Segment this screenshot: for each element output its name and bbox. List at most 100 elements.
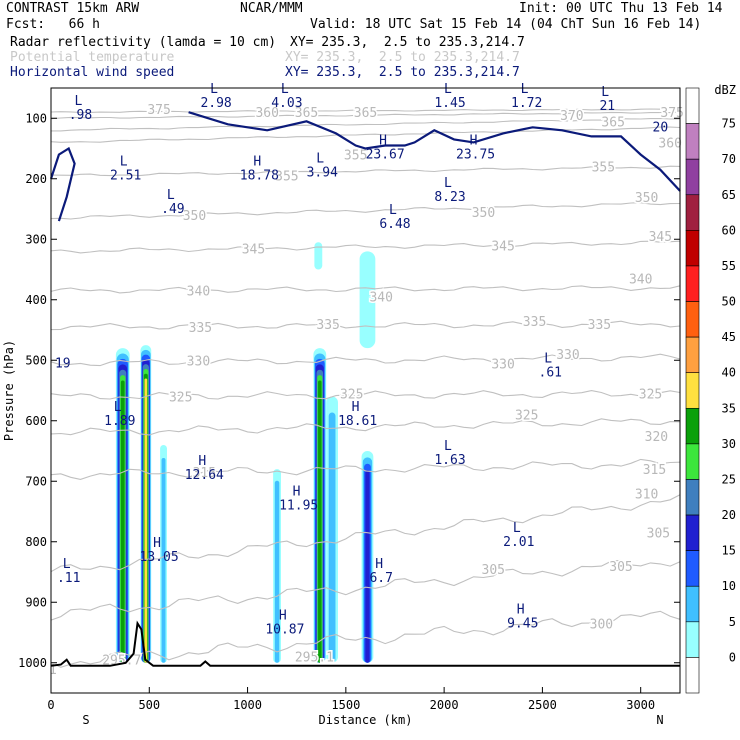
theta-contours	[50, 108, 681, 668]
theta-label: 350	[472, 206, 495, 221]
colorbar-label: 20	[722, 508, 736, 522]
theta-label: 345	[649, 230, 672, 245]
wind-extremum-type: L	[120, 155, 128, 170]
colorbar-band	[685, 194, 700, 231]
y-tick-label: 600	[25, 414, 47, 428]
wind-extremum-value: 9.45	[507, 616, 538, 631]
theta-contour-335	[50, 320, 681, 331]
theta-label: 330	[491, 357, 514, 372]
theta-label: 325	[169, 391, 192, 406]
wind-extremum-type: L	[167, 188, 175, 203]
theta-label: 340	[369, 291, 392, 306]
wind-extremum-value: 21	[599, 99, 615, 114]
theta-label: 305	[482, 563, 505, 578]
theta-contour-375	[50, 108, 681, 114]
colorbar-band	[685, 372, 700, 409]
theta-contour-315	[50, 458, 681, 480]
theta-label: 345	[242, 242, 265, 257]
wind-contour-20-top	[188, 111, 681, 192]
reflectivity-cell-7-5	[314, 242, 323, 270]
field1-name: Radar reflectivity (lamda = 10 cm)	[10, 35, 277, 50]
theta-label: 335	[189, 321, 212, 336]
model-title: CONTRAST 15km ARW	[6, 1, 140, 16]
x-tick-label: 0	[47, 698, 54, 712]
theta-contour-325	[50, 390, 681, 400]
colorbar-band	[685, 479, 700, 516]
theta-label: 295.1	[295, 651, 334, 666]
theta-contour-340	[50, 285, 681, 294]
reflectivity-cell-5-10	[328, 412, 336, 663]
theta-label: 350	[183, 209, 206, 224]
y-tick-label: 900	[25, 595, 47, 609]
wind-contour-20-left	[49, 146, 76, 222]
theta-label: 355	[275, 170, 298, 185]
wind-extremum-value: 13.05	[140, 550, 179, 565]
wind-extremum-value: 1.45	[434, 96, 465, 111]
wind-extremum-type: H	[253, 155, 261, 170]
field2-xy: XY= 235.3, 2.5 to 235.3,214.7	[285, 50, 520, 65]
theta-label: 350	[635, 191, 658, 206]
colorbar-band	[685, 550, 700, 587]
wind-contours	[49, 111, 681, 222]
wind-extremum-type: L	[521, 82, 529, 97]
theta-contour-330	[50, 353, 681, 367]
field1-xy: XY= 235.3, 2.5 to 235.3,214.7	[290, 35, 525, 50]
wind-extremum-value: 23.67	[366, 148, 405, 163]
reflectivity-cell-8-5	[359, 251, 376, 349]
theta-label: 340	[629, 273, 652, 288]
colorbar-label: 25	[722, 472, 736, 486]
x-tick-label: 3000	[626, 698, 655, 712]
colorbar-label: 15	[722, 544, 736, 558]
x-end-label-right: N	[656, 713, 663, 727]
theta-label: 360	[255, 106, 278, 121]
wind-extremum-value: 10.87	[265, 622, 304, 637]
reflectivity-cell-2-10	[161, 458, 166, 663]
wind-extremum-value: 6.48	[379, 217, 410, 232]
theta-label: 335	[316, 318, 339, 333]
theta-contour-305	[50, 559, 681, 621]
theta-label: 305	[647, 527, 670, 542]
theta-label: 325	[639, 388, 662, 403]
theta-label: 355	[592, 161, 615, 176]
theta-label: 330	[556, 348, 579, 363]
wind-extremum-type: L	[316, 152, 324, 167]
colorbar-label: 35	[722, 401, 736, 415]
wind-extremum-value: 19	[55, 356, 71, 371]
colorbar-band	[685, 230, 700, 267]
theta-label: 355	[344, 149, 367, 164]
theta-label: 315	[193, 466, 216, 481]
colorbar-label: 60	[722, 223, 736, 237]
colorbar-band	[685, 301, 700, 338]
theta-contour-300	[50, 610, 681, 668]
theta-label: 335	[588, 318, 611, 333]
theta-label: 375	[147, 103, 170, 118]
y-tick-label: 800	[25, 535, 47, 549]
colorbar-label: 75	[722, 117, 736, 131]
y-tick-label: 100	[25, 111, 47, 125]
wind-extremum-value: 3.94	[307, 166, 338, 181]
wind-extremum-value: 2.51	[110, 169, 141, 184]
colorbar-label: 65	[722, 188, 736, 202]
colorbar-band	[685, 265, 700, 302]
colorbar-band	[685, 123, 700, 160]
wind-extremum-type: L	[601, 85, 609, 100]
colorbar-band	[685, 514, 700, 551]
field2-name: Potential temperature	[10, 50, 175, 65]
y-axis-label: Pressure (hPa)	[2, 340, 16, 441]
forecast-hour: Fcst: 66 h	[6, 17, 100, 32]
y-tick-label: 500	[25, 353, 47, 367]
theta-label: 370	[560, 109, 583, 124]
colorbar-label: 50	[722, 295, 736, 309]
wind-extremum-type: L	[63, 557, 71, 572]
colorbar-band	[685, 621, 700, 658]
colorbar-band	[685, 585, 700, 623]
theta-contour-345	[50, 240, 681, 254]
wind-extremum-value: 20	[653, 120, 669, 135]
wind-extremum-value: 4.03	[271, 96, 302, 111]
wind-extremum-value: .11	[57, 571, 80, 586]
wind-extremum-type: H	[352, 400, 360, 415]
x-tick-label: 1000	[233, 698, 262, 712]
theta-label: 300	[590, 617, 613, 632]
wind-extremum-value: 2.01	[503, 535, 534, 550]
colorbar-band	[685, 158, 700, 196]
